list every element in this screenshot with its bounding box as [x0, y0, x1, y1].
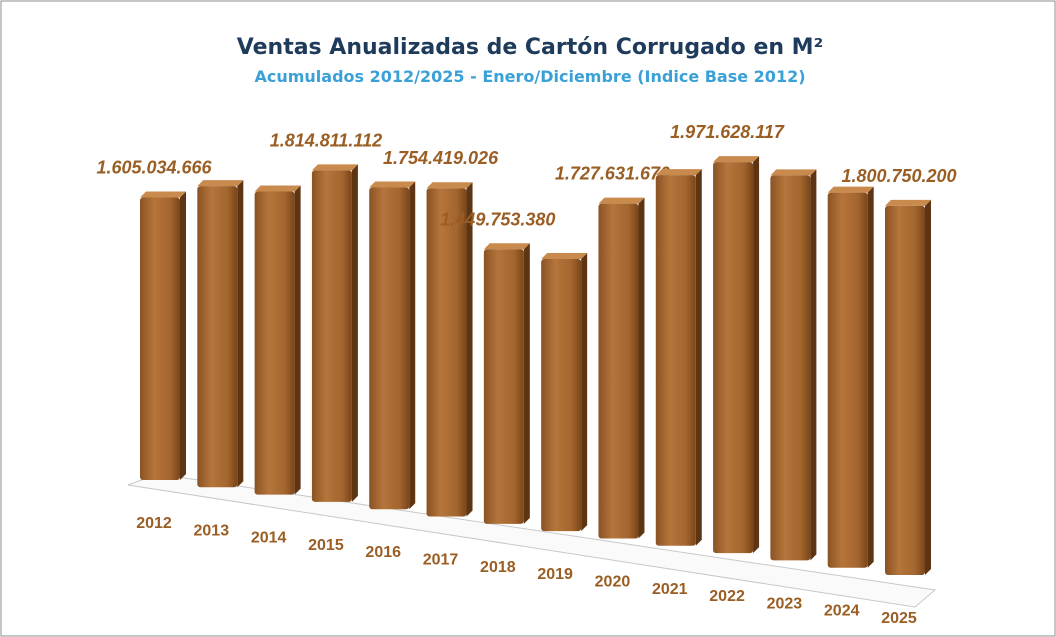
x-tick-label: 2013 — [194, 522, 230, 539]
bar-side — [753, 156, 760, 554]
data-label: 1.727.631.670 — [555, 164, 670, 184]
x-tick-label: 2015 — [308, 537, 344, 554]
data-label: 1.814.811.112 — [270, 130, 382, 150]
bar — [598, 203, 639, 539]
bar-top — [655, 169, 702, 176]
bar-side — [523, 243, 530, 524]
x-tick-label: 2014 — [251, 530, 287, 547]
bar — [426, 188, 467, 517]
bar-top — [541, 253, 588, 260]
bar — [311, 170, 352, 502]
bar-side — [237, 180, 244, 488]
bar — [197, 186, 238, 488]
data-label: 1.754.419.026 — [383, 148, 499, 168]
bar-top — [598, 197, 645, 204]
bar — [541, 259, 582, 532]
x-tick-label: 2023 — [767, 595, 803, 612]
data-label: 1.449.753.380 — [440, 209, 555, 229]
chart-subtitle: Acumulados 2012/2025 - Enero/Diciembre (… — [254, 67, 805, 86]
data-label: 1.605.034.666 — [96, 158, 212, 178]
bar — [885, 205, 925, 576]
bar — [770, 175, 811, 561]
bar — [483, 249, 524, 524]
x-tick-label: 2024 — [824, 603, 860, 620]
bar — [713, 162, 754, 554]
bar — [369, 187, 410, 510]
bar-top — [197, 180, 244, 187]
x-tick-label: 2016 — [365, 544, 401, 561]
bar-side — [180, 191, 186, 480]
bar-side — [409, 181, 416, 510]
x-tick-label: 2021 — [652, 581, 688, 598]
x-tick-label: 2022 — [709, 588, 745, 605]
bar-side — [351, 164, 358, 502]
bar-side — [925, 199, 931, 576]
data-label: 1.971.628.117 — [670, 122, 785, 142]
bar-top — [770, 169, 817, 176]
bar-top — [311, 164, 358, 171]
x-tick-label: 2025 — [881, 610, 917, 627]
bar-side — [695, 169, 702, 546]
x-tick-label: 2018 — [480, 559, 516, 576]
data-label: 1.800.750.200 — [841, 166, 956, 186]
bar — [827, 192, 868, 568]
bar-top — [426, 182, 473, 189]
bar — [254, 191, 295, 495]
bar-side — [638, 197, 645, 539]
bar-top — [483, 243, 530, 250]
bar-side — [581, 253, 588, 532]
x-tick-label: 2019 — [537, 566, 573, 583]
chart-title: Ventas Anualizadas de Cartón Corrugado e… — [237, 35, 823, 60]
bar-top — [827, 186, 874, 193]
bar-side — [294, 185, 301, 495]
x-tick-label: 2017 — [423, 552, 459, 569]
bar-top — [140, 191, 186, 198]
bar — [655, 175, 696, 546]
bar-top — [254, 185, 301, 192]
bar-top — [885, 199, 931, 206]
bar-side — [466, 182, 473, 517]
bar-top — [713, 156, 760, 163]
bar-top — [369, 181, 416, 188]
bar — [140, 197, 180, 480]
bar-side — [810, 169, 817, 561]
bar-side — [867, 186, 874, 568]
x-tick-label: 2020 — [595, 573, 631, 590]
x-tick-label: 2012 — [136, 515, 172, 532]
